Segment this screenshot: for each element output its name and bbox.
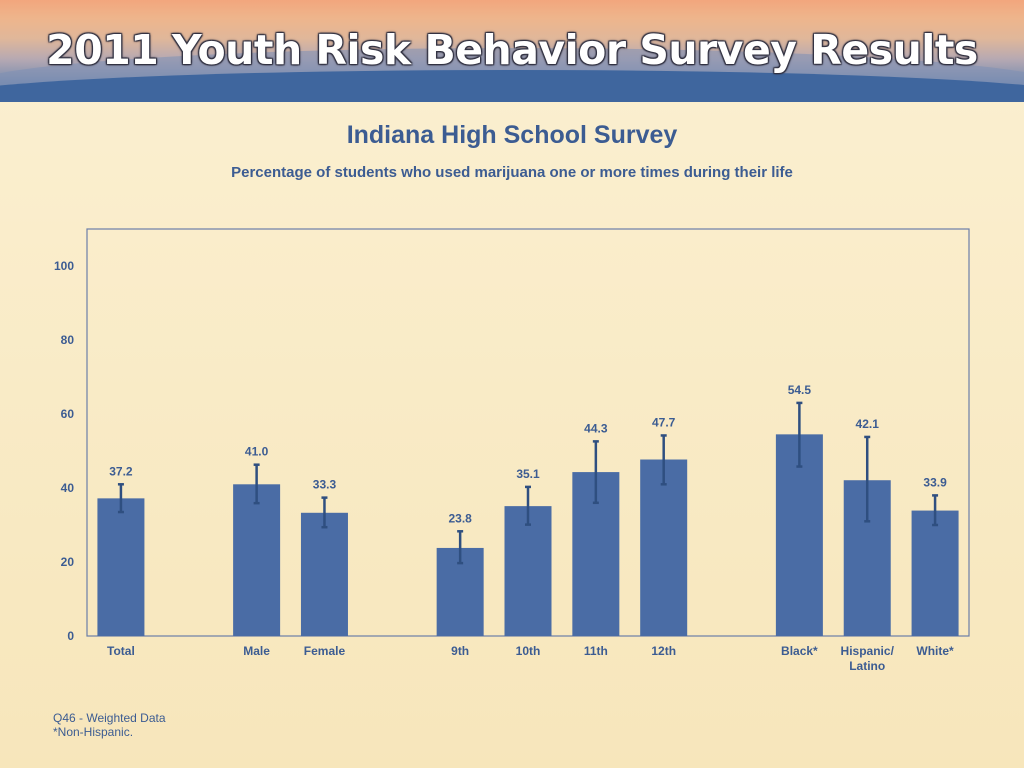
bar bbox=[640, 459, 688, 636]
footnote-weighted: Q46 - Weighted Data bbox=[53, 711, 166, 725]
x-tick-label: Latino bbox=[849, 659, 885, 673]
bar bbox=[97, 498, 145, 636]
data-label: 35.1 bbox=[516, 467, 540, 481]
y-tick-label: 0 bbox=[67, 629, 74, 643]
bar bbox=[233, 484, 281, 636]
header-banner: 2011 Youth Risk Behavior Survey Results bbox=[0, 0, 1024, 102]
data-label: 33.9 bbox=[923, 475, 947, 489]
data-label: 33.3 bbox=[313, 478, 337, 492]
data-label: 44.3 bbox=[584, 421, 608, 435]
page-title: 2011 Youth Risk Behavior Survey Results bbox=[46, 26, 978, 74]
data-label: 37.2 bbox=[109, 464, 133, 478]
y-tick-label: 60 bbox=[61, 407, 75, 421]
y-tick-label: 100 bbox=[54, 259, 74, 273]
x-tick-label: Male bbox=[243, 644, 270, 658]
x-tick-label: Hispanic/ bbox=[841, 644, 895, 658]
bar bbox=[300, 512, 348, 636]
x-tick-label: 11th bbox=[584, 644, 608, 658]
data-label: 42.1 bbox=[856, 417, 880, 431]
footnote-non-hispanic: *Non-Hispanic. bbox=[53, 725, 134, 739]
x-tick-label: White* bbox=[916, 644, 954, 658]
bar bbox=[911, 510, 959, 636]
data-label: 23.8 bbox=[448, 511, 472, 525]
chart-title: Indiana High School Survey bbox=[346, 121, 678, 149]
bar bbox=[504, 506, 552, 636]
x-tick-label: 9th bbox=[451, 644, 469, 658]
banner-decoration bbox=[0, 70, 1024, 102]
data-label: 41.0 bbox=[245, 445, 269, 459]
data-label: 47.7 bbox=[652, 415, 676, 429]
bar bbox=[775, 434, 823, 636]
x-tick-label: Black* bbox=[781, 644, 818, 658]
footnotes: Q46 - Weighted Data *Non-Hispanic. bbox=[53, 711, 166, 739]
x-tick-label: Total bbox=[107, 644, 135, 658]
y-tick-label: 40 bbox=[61, 481, 75, 495]
chart-subtitle: Percentage of students who used marijuan… bbox=[231, 164, 793, 181]
x-tick-label: Female bbox=[304, 644, 346, 658]
y-tick-label: 20 bbox=[61, 555, 75, 569]
x-tick-label: 10th bbox=[516, 644, 541, 658]
y-tick-label: 80 bbox=[61, 333, 75, 347]
x-tick-label: 12th bbox=[651, 644, 676, 658]
data-label: 54.5 bbox=[788, 383, 812, 397]
